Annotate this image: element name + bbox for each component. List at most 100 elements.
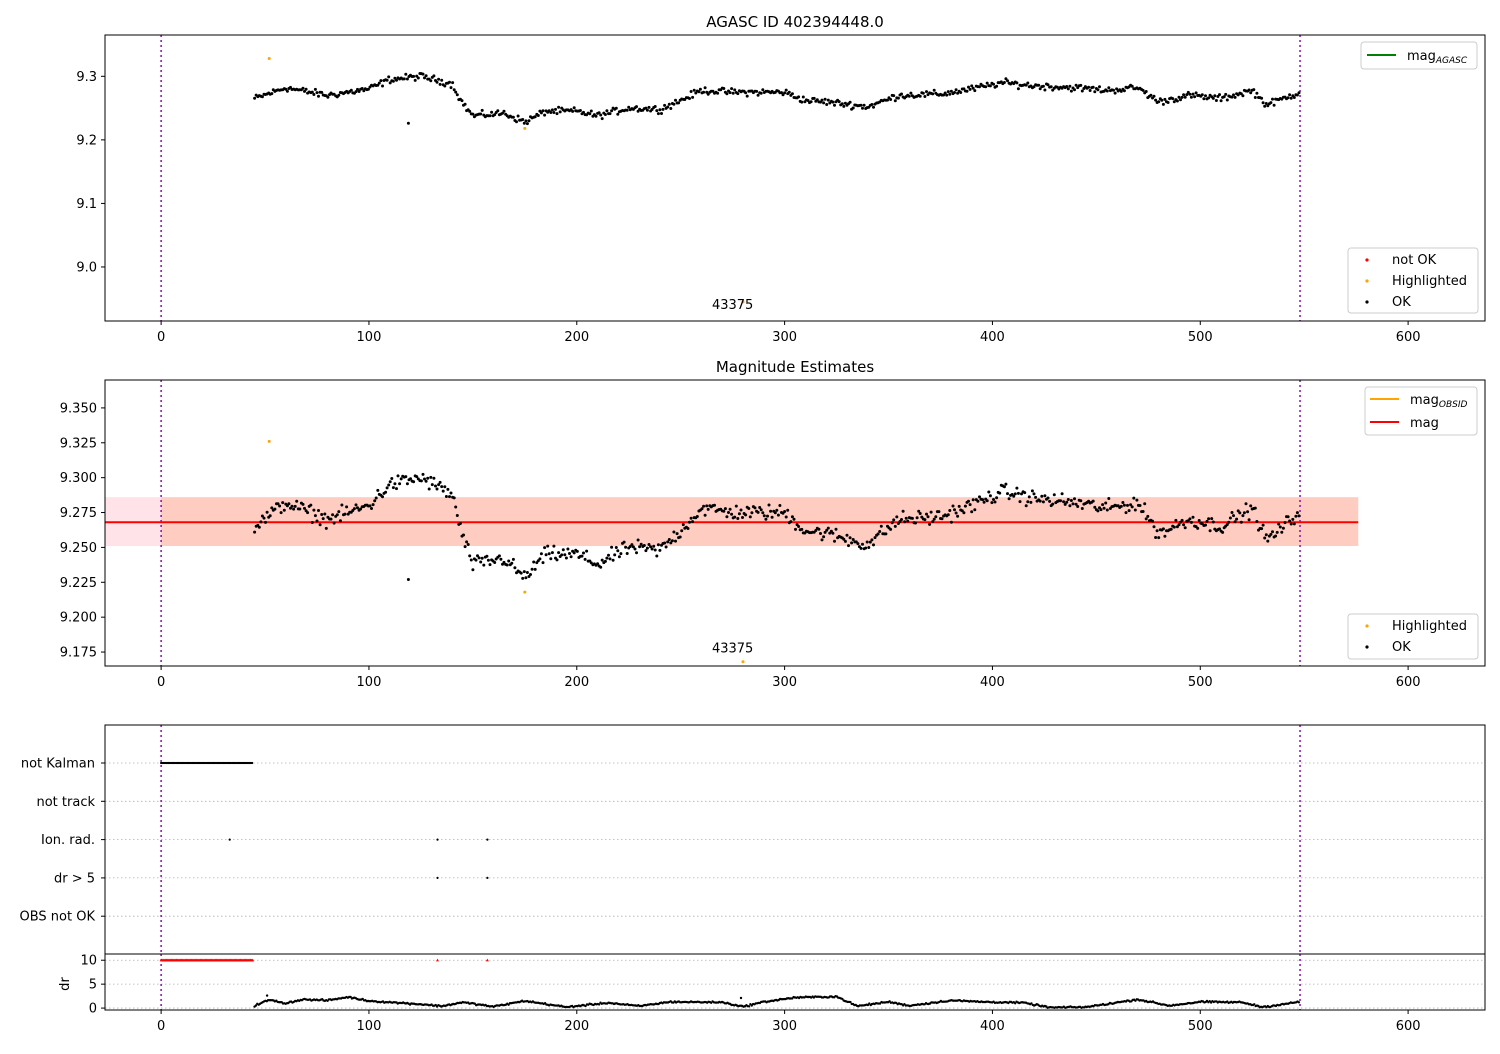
estimates-point-ok [1260,527,1264,531]
estimates-point-ok [758,506,762,509]
agasc-point-ok [1211,96,1215,100]
estimates-point-ok [1278,525,1282,529]
estimates-point-ok [1269,532,1273,536]
estimates-point-ok [872,543,875,547]
estimates-point-ok [575,549,579,553]
estimates-point-ok [925,512,928,516]
agasc-x-tick-label: 400 [980,330,1005,345]
estimates-point-ok [645,546,649,550]
estimates-point-ok [776,513,780,517]
agasc-point-ok [412,74,416,78]
agasc-point-ok [984,85,988,89]
agasc-point-ok [588,112,592,116]
estimates-point-ok [438,480,442,484]
estimates-annotation-label: 43375 [712,642,753,657]
flag-point-dr-5 [436,876,439,880]
estimates-x-tick-label: 0 [157,675,165,690]
agasc-point-ok [1193,95,1197,99]
agasc-point-ok [965,89,969,93]
agasc-point-highlighted [741,300,745,304]
agasc-point-ok [745,94,749,98]
estimates-point-ok [1099,508,1103,512]
estimates-point-ok [613,553,617,557]
agasc-point-ok [455,93,459,97]
estimates-point-ok [1076,505,1080,508]
estimates-point-ok [608,557,612,561]
agasc-point-ok [1096,88,1100,92]
estimates-point-ok [1263,536,1267,540]
estimates-point-ok [873,536,877,540]
agasc-point-ok [672,102,676,106]
agasc-point-ok [826,98,830,102]
estimates-point-ok [427,487,431,491]
estimates-point-ok [1174,518,1178,522]
estimates-point-ok [1032,492,1036,496]
estimates-point-ok [474,558,478,562]
estimates-point-ok [329,517,333,521]
dr-point [349,995,352,999]
agasc-point-ok [1032,85,1036,89]
estimates-point-ok [295,499,299,503]
estimates-point-ok [655,554,659,558]
estimates-point-ok [306,511,310,515]
estimates-point-ok [614,546,618,549]
agasc-point-ok [253,96,257,100]
agasc-point-ok [1166,101,1170,104]
estimates-point-ok [962,511,966,515]
estimates-point-ok [462,533,465,537]
estimates-point-ok [312,508,316,512]
agasc-point-ok [413,78,417,82]
agasc-point-ok [1015,81,1019,85]
estimates-point-ok [929,510,933,514]
estimates-point-ok [884,532,888,536]
estimates-point-ok [1292,522,1296,526]
estimates-point-ok [259,520,263,524]
estimates-point-ok [331,513,335,517]
agasc-x-tick-label: 600 [1396,330,1421,345]
estimates-point-ok [1157,536,1161,540]
estimates-point-ok [842,537,846,541]
estimates-point-ok [529,573,532,576]
agasc-point-ok [823,97,827,101]
estimates-point-ok [1146,514,1150,518]
estimates-point-ok [814,529,818,532]
estimates-point-ok [932,517,936,521]
agasc-point-ok [968,87,972,91]
estimates-point-ok [652,544,656,548]
agasc-point-ok [543,113,547,117]
estimates-point-ok [1034,495,1038,499]
agasc-y-tick-label: 9.2 [76,133,97,148]
agasc-point-ok [377,81,381,85]
estimates-point-ok [532,560,536,564]
estimates-point-ok [1016,491,1020,495]
estimates-point-ok [1232,514,1235,518]
estimates-point-ok [1063,502,1067,506]
agasc-point-ok [313,87,317,91]
estimates-point-ok [865,540,869,544]
estimates-point-ok [323,512,327,516]
estimates-point-ok [968,503,972,507]
agasc-legend-notok-label: not OK [1392,253,1437,268]
estimates-point-ok [625,552,629,555]
agasc-point-ok [525,122,529,126]
estimates-point-ok [931,520,935,524]
estimates-point-ok [700,507,704,511]
agasc-point-ok [692,88,696,92]
agasc-point-ok [337,93,341,97]
agasc-y-tick-label: 9.3 [76,70,97,85]
estimates-point-ok [605,556,609,560]
estimates-point-ok [792,517,796,521]
estimates-point-ok [1297,514,1301,518]
estimates-point-ok [695,515,699,518]
estimates-point-ok [656,543,660,547]
estimates-point-ok [564,556,568,560]
agasc-point-ok [953,91,956,94]
agasc-y-tick-label: 9.1 [76,197,97,212]
agasc-point-ok [1141,88,1145,92]
estimates-point-ok [596,562,600,566]
agasc-point-ok [501,111,504,115]
agasc-point-ok [1222,95,1226,99]
agasc-point-ok [395,78,398,82]
estimates-point-ok [868,540,872,544]
